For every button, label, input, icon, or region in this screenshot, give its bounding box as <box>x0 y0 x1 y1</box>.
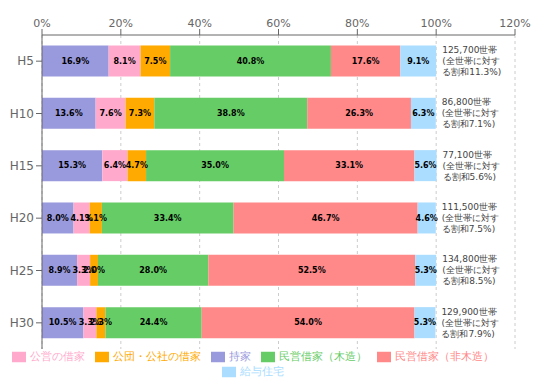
svg-text:5.6%: 5.6% <box>414 161 436 170</box>
html-text:民営借家（非木造）: 民営借家（非木造） <box>394 350 494 363</box>
svg-text:7.3%: 7.3% <box>129 109 151 118</box>
svg-text:125,700世帯(全世帯に対する割和11.3%): 125,700世帯(全世帯に対する割和11.3%) <box>442 44 501 76</box>
svg-text:8.9%: 8.9% <box>48 266 70 275</box>
svg-text:8.1%: 8.1% <box>113 57 135 66</box>
svg-text:2.3%: 2.3% <box>90 318 112 327</box>
svg-text:7.6%: 7.6% <box>99 109 121 118</box>
svg-text:H10: H10 <box>10 107 34 121</box>
svg-text:17.6%: 17.6% <box>352 57 380 66</box>
svg-text:129,900世帯(全世帯に対する割和7.9%): 129,900世帯(全世帯に対する割和7.9%) <box>441 306 499 338</box>
svg-text:28.0%: 28.0% <box>139 266 167 275</box>
svg-text:9.1%: 9.1% <box>407 57 429 66</box>
svg-text:111,500世帯(全世帯に対する割和7.5%): 111,500世帯(全世帯に対する割和7.5%) <box>442 201 500 233</box>
svg-text:2.0%: 2.0% <box>83 266 105 275</box>
svg-text:33.1%: 33.1% <box>335 161 363 170</box>
svg-text:40%: 40% <box>187 17 211 30</box>
svg-text:10.5%: 10.5% <box>49 318 77 327</box>
html-text:民営借家（木造）: 民営借家（木造） <box>278 350 367 363</box>
html-text:公団・公社の借家: 公団・公社の借家 <box>112 350 201 363</box>
svg-text:H25: H25 <box>10 264 34 278</box>
svg-text:H30: H30 <box>10 316 34 330</box>
html-text:給与住宅: 給与住宅 <box>239 365 284 378</box>
svg-text:5.3%: 5.3% <box>414 318 436 327</box>
svg-text:80%: 80% <box>345 17 369 30</box>
svg-text:26.3%: 26.3% <box>345 109 373 118</box>
svg-text:35.0%: 35.0% <box>201 161 229 170</box>
svg-text:77,100世帯(全世帯に対する割和5.6%): 77,100世帯(全世帯に対する割和5.6%) <box>443 149 501 181</box>
svg-text:6.4%: 6.4% <box>104 161 126 170</box>
svg-text:4.1%: 4.1% <box>70 213 93 223</box>
svg-text:38.8%: 38.8% <box>217 109 245 118</box>
svg-text:0%: 0% <box>33 17 50 30</box>
svg-text:120%: 120% <box>499 17 530 30</box>
svg-text:5.3%: 5.3% <box>415 266 437 275</box>
svg-text:4.7%: 4.7% <box>126 161 148 170</box>
svg-text:60%: 60% <box>266 17 290 30</box>
svg-text:16.9%: 16.9% <box>61 57 89 66</box>
svg-text:H20: H20 <box>10 211 34 225</box>
svg-text:H15: H15 <box>10 159 34 173</box>
svg-text:13.6%: 13.6% <box>55 109 83 118</box>
svg-text:20%: 20% <box>109 17 133 30</box>
svg-text:100%: 100% <box>420 17 451 30</box>
html-text:持家: 持家 <box>228 350 251 363</box>
svg-text:33.4%: 33.4% <box>154 214 182 223</box>
svg-text:8.0%: 8.0% <box>47 214 69 223</box>
svg-text:7.5%: 7.5% <box>144 57 166 66</box>
svg-text:40.8%: 40.8% <box>237 57 265 66</box>
svg-text:24.4%: 24.4% <box>140 318 168 327</box>
svg-text:134,800世帯(全世帯に対する割和8.5%): 134,800世帯(全世帯に対する割和8.5%) <box>442 254 500 286</box>
svg-text:H5: H5 <box>17 54 34 68</box>
svg-text:15.3%: 15.3% <box>58 161 86 170</box>
svg-text:52.5%: 52.5% <box>298 266 326 275</box>
svg-text:3.1%: 3.1% <box>85 214 107 223</box>
svg-text:4.6%: 4.6% <box>416 214 438 223</box>
svg-text:46.7%: 46.7% <box>312 214 340 223</box>
svg-text:6.3%: 6.3% <box>412 109 434 118</box>
svg-text:54.0%: 54.0% <box>294 318 322 327</box>
svg-text:86,800世帯(全世帯に対する割和7.1%): 86,800世帯(全世帯に対する割和7.1%) <box>442 97 500 129</box>
html-text:公営の借家: 公営の借家 <box>29 350 85 363</box>
